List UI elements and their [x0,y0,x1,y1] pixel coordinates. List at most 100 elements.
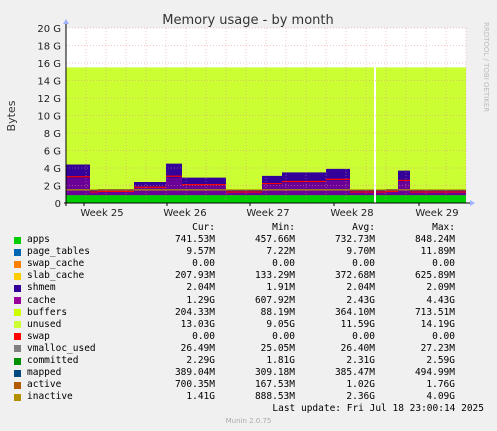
legend-avg: 2.43G [346,294,375,306]
area-buffers [350,192,386,196]
legend-cur: 1.29G [186,294,215,306]
legend-max: 4.09G [426,391,455,403]
y-axis-label: Bytes [5,100,18,131]
y-tick-label: 6 G [44,147,61,158]
legend-name: apps [27,234,50,246]
legend-name: unused [27,318,62,330]
legend-row-committed: committed 2.29G 1.81G 2.31G 2.59G [12,355,492,367]
legend-cur: 207.93M [174,270,215,282]
legend-swatch [14,369,21,377]
y-tick-label: 4 G [44,164,61,175]
legend-name: shmem [27,282,56,294]
legend-swatch [14,248,21,256]
legend-row-swap-cache: swap_cache 0.00 0.00 0.00 0.00 [12,258,492,270]
area-buffers [226,192,262,196]
area-apps [410,195,466,203]
legend-name: cache [27,294,56,306]
legend-min: 7.22M [266,246,295,258]
legend-swatch [14,309,21,317]
chart-title: Memory usage - by month [162,13,333,28]
area-buffers [66,178,90,196]
legend-swatch [14,321,21,329]
legend-name: swap [27,330,50,342]
legend-cur: 204.33M [174,306,215,318]
legend-row-shmem: shmem 2.04M 1.91M 2.04M 2.09M [12,282,492,294]
legend-min: 0.00 [272,258,295,270]
legend-avg: 11.59G [340,318,375,330]
legend-max: 625.89M [414,270,455,282]
legend-min: 0.00 [272,330,295,342]
area-apps [282,195,326,203]
legend-max: 11.89M [420,246,455,258]
legend-min: 457.66M [254,234,295,246]
legend-avg: 2.31G [346,355,375,367]
legend-cur: 1.41G [186,391,215,403]
x-tick-label: Week 29 [415,208,458,219]
legend-avg: 26.40M [340,342,375,354]
header-max: Max: [432,222,455,233]
legend-min: 888.53M [254,391,295,403]
legend-name: committed [27,355,79,367]
legend-max: 14.19G [420,318,455,330]
area-buffers [282,182,326,196]
munin-version: Munin 2.0.75 [225,417,272,425]
legend-min: 133.29M [254,270,295,282]
legend-name: swap_cache [27,258,85,270]
legend-cur: 0.00 [192,258,215,270]
y-tick-label: 18 G [37,42,61,53]
legend-min: 607.92M [254,294,295,306]
legend-swatch [14,272,21,280]
legend-min: 88.19M [260,306,295,318]
area-buffers [134,187,166,196]
area-apps [386,195,398,203]
legend-cur: 0.00 [192,330,215,342]
legend-row-page-tables: page_tables 9.57M 7.22M 9.70M 11.89M [12,246,492,258]
legend-cur: 389.04M [174,367,215,379]
y-tick-label: 10 G [37,112,61,123]
legend-row-inactive: inactive 1.41G 888.53M 2.36G 4.09G [12,391,492,403]
legend-name: buffers [27,306,68,318]
x-tick-label: Week 25 [80,208,123,219]
y-tick-label: 0 [55,199,61,210]
x-tick-label: Week 26 [163,208,206,219]
area-apps [98,195,134,203]
legend-name: inactive [27,391,73,403]
legend-row-vmalloc-used: vmalloc_used 26.49M 25.05M 26.40M 27.23M [12,343,492,355]
y-tick-label: 8 G [44,129,61,140]
header-min: Min: [272,222,295,233]
legend-avg: 732.73M [334,234,375,246]
legend-swatch [14,284,21,292]
legend-min: 309.18M [254,367,295,379]
legend-max: 0.00 [432,258,455,270]
y-tick-label: 20 G [37,24,61,35]
legend-max: 2.09M [426,282,455,294]
area-buffers [166,177,182,196]
area-buffers [410,192,466,196]
area-apps [262,195,282,203]
legend-cur: 741.53M [174,234,215,246]
legend-max: 848.24M [414,234,455,246]
legend-max: 4.43G [426,294,455,306]
legend-avg: 2.04M [346,282,375,294]
legend-avg: 9.70M [346,246,375,258]
legend-swatch [14,333,21,341]
legend-row-cache: cache 1.29G 607.92M 2.43G 4.43G [12,295,492,307]
legend-row-mapped: mapped 389.04M 309.18M 385.47M 494.99M [12,367,492,379]
y-axis-arrow [63,19,69,24]
legend-min: 1.81G [266,355,295,367]
legend-swatch [14,381,21,389]
area-buffers [398,181,410,196]
legend-swatch [14,357,21,365]
legend-avg: 372.68M [334,270,375,282]
legend-swatch [14,297,21,305]
legend-cur: 9.57M [186,246,215,258]
y-tick-label: 14 G [37,77,61,88]
legend-row-swap: swap 0.00 0.00 0.00 0.00 [12,331,492,343]
legend-max: 494.99M [414,367,455,379]
legend-cur: 700.35M [174,379,215,391]
legend-header: Cur: Min: Avg: Max: [12,222,492,234]
x-tick-label: Week 27 [246,208,289,219]
legend: Cur: Min: Avg: Max: apps 741.53M 457.66M 73… [12,222,492,403]
legend-avg: 0.00 [352,330,375,342]
legend-row-apps: apps 741.53M 457.66M 732.73M 848.24M [12,234,492,246]
